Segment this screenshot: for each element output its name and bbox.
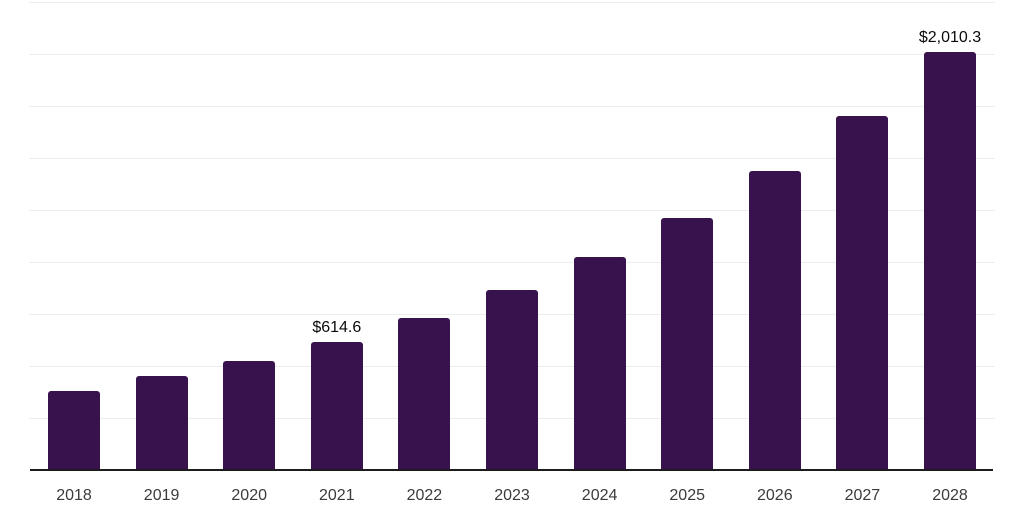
x-axis-tick-label: 2027 [844, 487, 881, 504]
x-axis-tick-label: 2028 [932, 487, 968, 504]
bar-2028 [924, 51, 976, 470]
x-axis-tick-label: 2019 [143, 487, 180, 504]
bar-2019 [135, 375, 188, 470]
x-axis-tick-label: 2020 [231, 487, 267, 504]
x-axis-tick-label: 2018 [56, 487, 92, 504]
bar-2027 [836, 115, 889, 470]
gridline [29, 262, 995, 263]
bar-2022 [398, 317, 451, 470]
x-axis-tick-label: 2021 [319, 487, 355, 504]
bar-2021 [310, 342, 363, 470]
bar-2024 [573, 256, 626, 470]
gridline [29, 210, 995, 211]
gridline [29, 106, 995, 107]
x-axis-tick-label: 2023 [494, 487, 530, 504]
gridline [29, 54, 995, 55]
bar-2026 [748, 171, 801, 470]
bar-2020 [223, 361, 276, 470]
x-axis-tick-label: 2024 [581, 487, 618, 504]
x-axis-tick-label: 2025 [669, 487, 705, 504]
bar-2023 [486, 290, 538, 470]
bar-2018 [48, 390, 100, 470]
bar-2025 [661, 217, 714, 470]
x-axis-tick-label: 2022 [406, 487, 443, 504]
x-axis-line [30, 469, 993, 471]
gridline [29, 2, 995, 3]
gridline [29, 158, 995, 159]
data-label-2028: $2,010.3 [918, 28, 982, 46]
x-axis-tick-label: 2026 [757, 487, 793, 504]
data-label-2021: $614.6 [312, 319, 362, 337]
